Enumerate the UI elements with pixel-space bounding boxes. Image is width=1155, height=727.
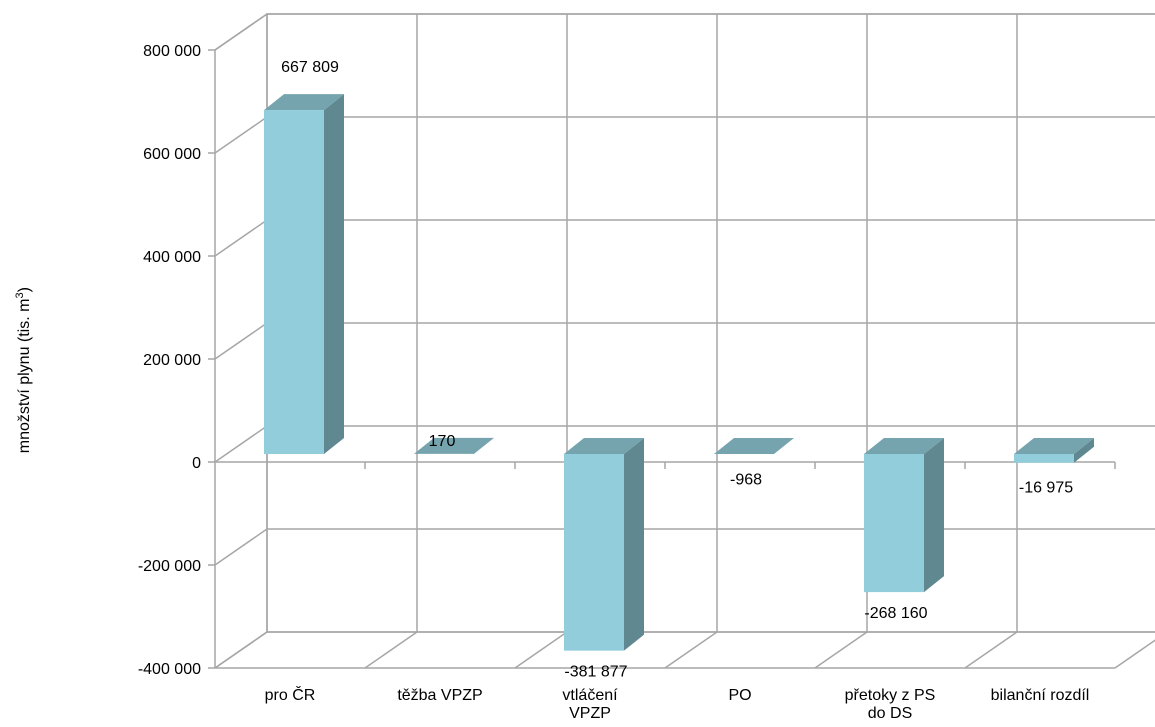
chart-grid — [208, 13, 1155, 669]
y-tick-label: 0 — [192, 455, 201, 472]
gridline-side — [214, 425, 268, 463]
bar-side — [1074, 438, 1094, 463]
x-tick-label: PO — [728, 687, 751, 704]
floor-line — [214, 631, 268, 669]
data-label: -268 160 — [864, 605, 927, 622]
bar — [714, 438, 794, 454]
bar-top — [564, 438, 644, 454]
data-label: -16 975 — [1019, 480, 1073, 497]
x-tick-label: bilanční rozdíl — [991, 687, 1090, 704]
y-tick-label: 200 000 — [143, 352, 201, 369]
bar-top — [864, 438, 944, 454]
bar-front — [864, 454, 924, 593]
bar-front — [1014, 454, 1074, 463]
bar — [1014, 438, 1094, 463]
bar-side — [324, 94, 344, 454]
data-label: 667 809 — [281, 59, 339, 76]
bar-front — [264, 110, 324, 454]
bar-front — [564, 454, 624, 651]
bar — [414, 437, 494, 454]
gridline-side — [214, 528, 268, 566]
x-tick-label: VPZP — [569, 705, 611, 722]
x-tick-label: vtláčení — [562, 687, 618, 704]
y-tick-label: -200 000 — [138, 558, 201, 575]
floor-line — [1114, 639, 1155, 669]
chart-labels: 800 000 600 000 400 000 200 000 0 -200 000 -40… — [138, 43, 1090, 722]
gridline-side — [214, 13, 268, 51]
data-label: -968 — [730, 471, 762, 488]
x-tick-label: pro ČR — [265, 685, 316, 704]
bar-top — [264, 94, 344, 111]
bar — [264, 94, 344, 454]
y-axis-title-wrap: množství plynu (tis. m3) — [6, 90, 42, 650]
x-tick-label: těžba VPZP — [397, 687, 482, 704]
x-tick-label: přetoky z PS — [845, 687, 936, 704]
floor-line — [364, 631, 418, 669]
bar-top — [714, 438, 794, 454]
y-tick-label: 800 000 — [143, 43, 201, 60]
data-label: 170 — [429, 433, 456, 450]
bar-side — [624, 438, 644, 651]
bar-top — [414, 437, 494, 454]
floor-line — [664, 631, 718, 669]
y-axis-title: množství plynu (tis. m3) — [13, 286, 34, 454]
bar-top — [1014, 438, 1094, 454]
gridline-side — [214, 322, 268, 360]
gridline-side — [214, 219, 268, 257]
bar — [864, 438, 944, 593]
data-label: -381 877 — [564, 664, 627, 681]
floor-line — [814, 631, 868, 669]
floor-line — [964, 631, 1018, 669]
bar-side — [924, 438, 944, 593]
chart-bars — [264, 94, 1094, 651]
x-tick-label: do DS — [868, 705, 912, 722]
gridline-side — [214, 116, 268, 154]
y-tick-label: 400 000 — [143, 249, 201, 266]
floor-line — [514, 631, 568, 669]
y-tick-label: -400 000 — [138, 661, 201, 678]
bar — [564, 438, 644, 651]
y-tick-label: 600 000 — [143, 146, 201, 163]
